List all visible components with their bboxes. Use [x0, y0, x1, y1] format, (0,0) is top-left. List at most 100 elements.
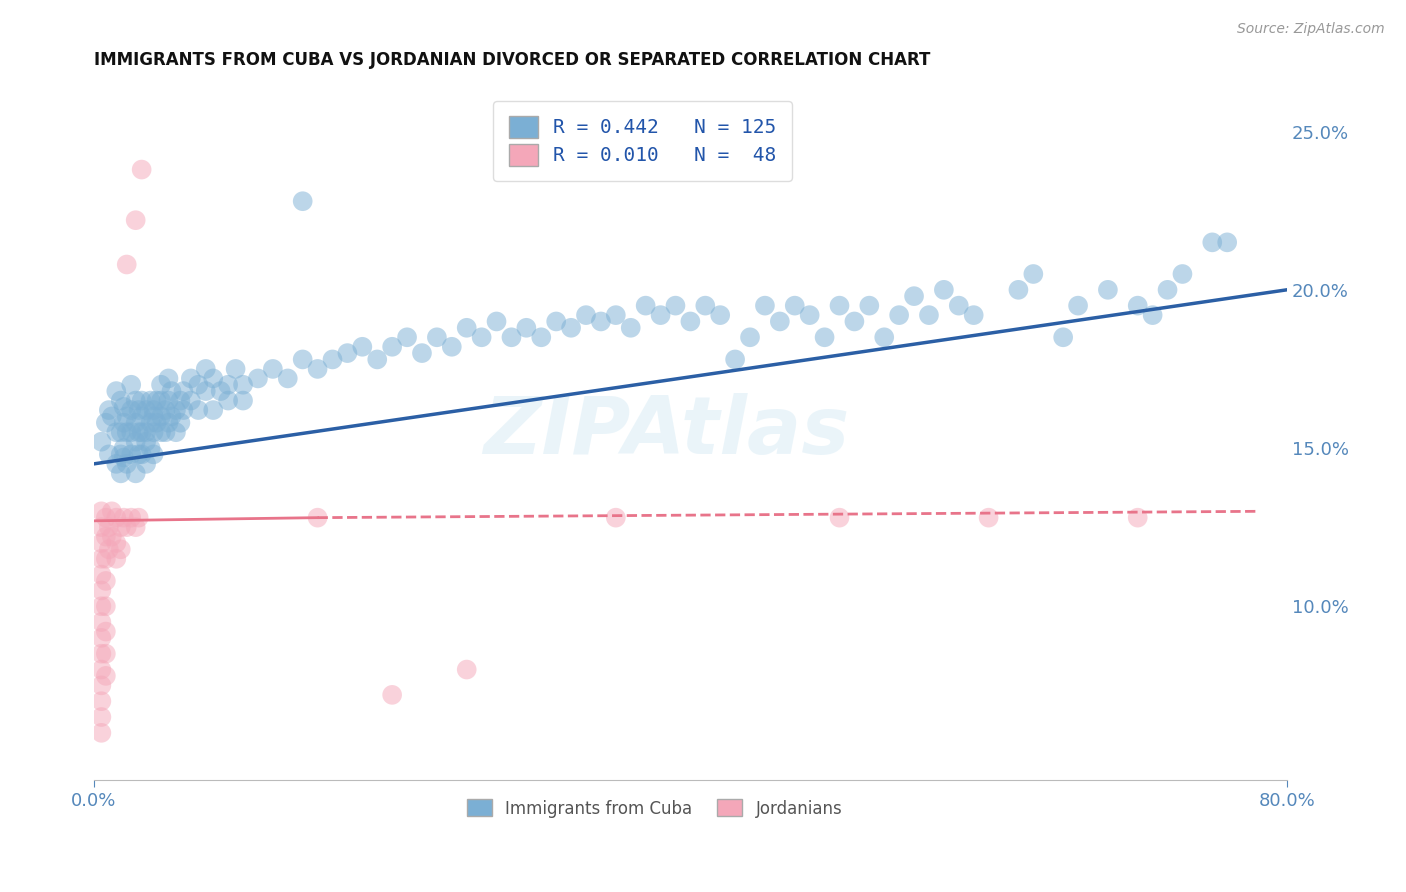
Point — [605, 308, 627, 322]
Point — [139, 441, 162, 455]
Text: IMMIGRANTS FROM CUBA VS JORDANIAN DIVORCED OR SEPARATED CORRELATION CHART: IMMIGRANTS FROM CUBA VS JORDANIAN DIVORC… — [94, 51, 931, 69]
Point — [724, 352, 747, 367]
Point — [501, 330, 523, 344]
Point — [932, 283, 955, 297]
Point — [485, 314, 508, 328]
Point — [110, 467, 132, 481]
Point — [160, 384, 183, 398]
Point — [1007, 283, 1029, 297]
Point — [209, 384, 232, 398]
Point — [105, 425, 128, 440]
Point — [963, 308, 986, 322]
Point — [291, 352, 314, 367]
Point — [101, 530, 124, 544]
Point — [246, 371, 269, 385]
Point — [125, 213, 148, 227]
Point — [128, 510, 150, 524]
Point — [180, 393, 202, 408]
Point — [679, 314, 702, 328]
Point — [709, 308, 731, 322]
Point — [336, 346, 359, 360]
Point — [194, 362, 217, 376]
Point — [125, 393, 148, 408]
Point — [150, 409, 173, 424]
Point — [131, 447, 153, 461]
Point — [125, 520, 148, 534]
Point — [110, 542, 132, 557]
Point — [695, 299, 717, 313]
Point — [128, 425, 150, 440]
Point — [97, 542, 120, 557]
Point — [97, 447, 120, 461]
Point — [90, 647, 112, 661]
Point — [754, 299, 776, 313]
Point — [352, 340, 374, 354]
Point — [217, 393, 239, 408]
Point — [1126, 299, 1149, 313]
Point — [142, 447, 165, 461]
Point — [202, 371, 225, 385]
Point — [440, 340, 463, 354]
Point — [90, 631, 112, 645]
Point — [105, 536, 128, 550]
Point — [90, 536, 112, 550]
Point — [664, 299, 686, 313]
Point — [799, 308, 821, 322]
Point — [381, 688, 404, 702]
Point — [948, 299, 970, 313]
Point — [172, 384, 194, 398]
Point — [115, 258, 138, 272]
Point — [873, 330, 896, 344]
Point — [110, 425, 132, 440]
Point — [634, 299, 657, 313]
Point — [858, 299, 880, 313]
Point — [150, 377, 173, 392]
Point — [90, 434, 112, 449]
Point — [105, 510, 128, 524]
Point — [90, 599, 112, 614]
Point — [110, 393, 132, 408]
Text: Source: ZipAtlas.com: Source: ZipAtlas.com — [1237, 22, 1385, 37]
Point — [94, 416, 117, 430]
Point — [165, 403, 187, 417]
Point — [471, 330, 494, 344]
Point — [110, 520, 132, 534]
Point — [139, 416, 162, 430]
Point — [1067, 299, 1090, 313]
Point — [90, 694, 112, 708]
Point — [112, 416, 135, 430]
Point — [101, 504, 124, 518]
Point — [575, 308, 598, 322]
Point — [889, 308, 911, 322]
Point — [90, 551, 112, 566]
Point — [131, 425, 153, 440]
Point — [142, 403, 165, 417]
Point — [155, 403, 177, 417]
Point — [135, 457, 157, 471]
Point — [366, 352, 388, 367]
Point — [90, 520, 112, 534]
Point — [90, 504, 112, 518]
Point — [135, 403, 157, 417]
Point — [94, 599, 117, 614]
Point — [769, 314, 792, 328]
Point — [411, 346, 433, 360]
Point — [589, 314, 612, 328]
Point — [1171, 267, 1194, 281]
Point — [187, 377, 209, 392]
Point — [131, 162, 153, 177]
Point — [903, 289, 925, 303]
Point — [396, 330, 419, 344]
Point — [160, 409, 183, 424]
Point — [546, 314, 568, 328]
Point — [131, 393, 153, 408]
Point — [828, 510, 851, 524]
Point — [90, 726, 112, 740]
Point — [105, 551, 128, 566]
Point — [135, 434, 157, 449]
Point — [426, 330, 449, 344]
Point — [381, 340, 404, 354]
Point — [128, 447, 150, 461]
Point — [125, 416, 148, 430]
Point — [101, 409, 124, 424]
